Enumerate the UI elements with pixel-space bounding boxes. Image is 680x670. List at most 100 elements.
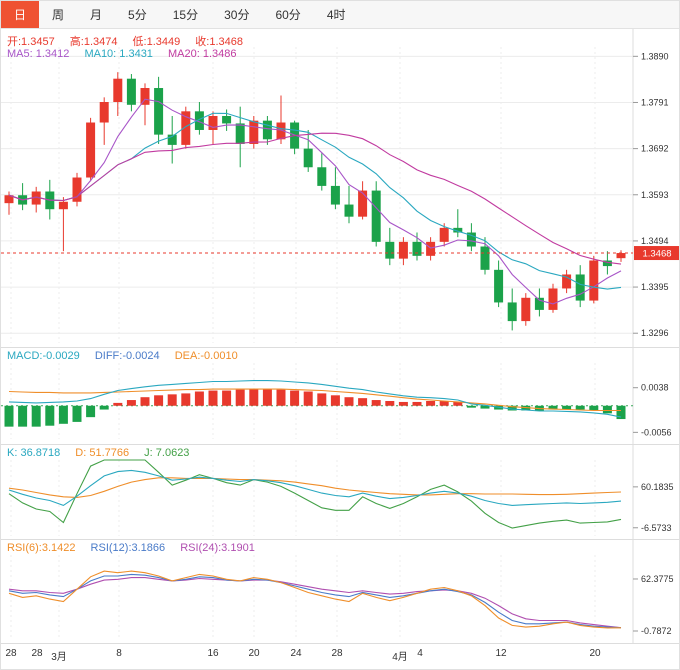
main-candlestick-panel: 1.3890 1.3791 1.3692 1.3593 1.3494 1.3395 1.32… [1, 29, 680, 347]
macd-histogram-bar [181, 393, 191, 406]
candle-body [303, 148, 313, 168]
candle-body [58, 201, 68, 210]
x-axis-label: 12 [495, 648, 507, 659]
y-axis-label: 0.0038 [641, 383, 669, 393]
j-value: J: 7.0623 [144, 447, 190, 459]
tab-60min[interactable]: 60分 [275, 8, 301, 22]
ma10-value: MA10: 1.3431 [84, 48, 153, 60]
rsi24-line [8, 577, 622, 629]
candle-body [113, 78, 123, 103]
y-axis-label: 1.3296 [641, 328, 669, 338]
macd-histogram-bar [86, 405, 96, 418]
candle-body [439, 227, 449, 242]
y-axis-label: -0.0056 [641, 427, 672, 437]
tab-monthly[interactable]: 月 [90, 8, 103, 22]
candle-body [249, 120, 259, 144]
candle-body [602, 260, 612, 267]
macd-chart-canvas[interactable]: 0.0038 -0.0056 [1, 347, 680, 444]
candle-body [412, 241, 422, 256]
last-price-label: 1.3468 [642, 249, 671, 260]
macd-histogram-bar [167, 394, 177, 406]
candle-body [534, 297, 544, 310]
rsi24-value: RSI(24):3.1901 [180, 542, 255, 554]
tab-weekly[interactable]: 周 [52, 8, 65, 22]
k-value: K: 36.8718 [7, 447, 61, 459]
x-axis-row: 28 28 3月 8 16 20 24 28 4月 4 12 20 [1, 643, 679, 669]
kdj-chart-canvas[interactable]: 60.1835 -6.5733 [1, 444, 680, 539]
kdj-header: K: 36.8718 D: 51.7766 J: 7.0623 [7, 447, 201, 459]
macd-value: MACD:-0.0029 [7, 350, 80, 362]
ohlc-row: 开:1.3457 高:1.3474 低:1.3449 收:1.3468 [7, 33, 255, 49]
tab-5min[interactable]: 5分 [128, 8, 147, 22]
macd-histogram-bar [616, 405, 626, 420]
candle-body [330, 185, 340, 205]
y-axis-label: 60.1835 [641, 482, 674, 492]
candle-body [398, 241, 408, 259]
ma5-value: MA5: 1.3412 [7, 48, 70, 60]
macd-histogram-bar [290, 390, 300, 406]
ohlc-close: 收:1.3468 [195, 36, 243, 48]
macd-histogram-bar [330, 395, 340, 406]
ma20-value: MA20: 1.3486 [168, 48, 237, 60]
ma5-line [8, 98, 622, 305]
rsi-chart-canvas[interactable]: 62.3775 -0.7872 [1, 539, 680, 643]
ma10-line [8, 112, 622, 290]
candle-body [480, 246, 490, 270]
d-line [8, 477, 622, 498]
y-axis-label: -6.5733 [641, 523, 672, 533]
macd-histogram-bar [426, 401, 436, 406]
candle-body [575, 274, 585, 301]
candle-body [72, 177, 82, 202]
macd-histogram-bar [262, 388, 272, 406]
candle-body [521, 297, 531, 322]
candle-body [181, 111, 191, 145]
candle-body [385, 241, 395, 259]
candle-body [562, 274, 572, 289]
candle-body [466, 232, 476, 247]
tab-4hour[interactable]: 4时 [326, 8, 346, 22]
macd-histogram-bar [154, 395, 164, 406]
main-chart-canvas[interactable]: 1.3890 1.3791 1.3692 1.3593 1.3494 1.3395 1.32… [1, 29, 680, 347]
candle-body [262, 120, 272, 140]
macd-histogram-bar [303, 391, 313, 406]
tab-15min[interactable]: 15分 [172, 8, 199, 22]
x-axis-label: 28 [331, 648, 343, 659]
candle-body [453, 227, 463, 233]
y-axis-label: 62.3775 [641, 574, 674, 584]
candle-body [4, 195, 14, 204]
y-axis-label: 1.3494 [641, 236, 669, 246]
x-axis-label: 8 [116, 648, 122, 659]
candle-body [589, 260, 599, 301]
rsi6-value: RSI(6):3.1422 [7, 542, 76, 554]
ohlc-high: 高:1.3474 [69, 36, 118, 48]
macd-histogram-bar [412, 401, 422, 406]
candle-body [31, 191, 41, 205]
macd-histogram-bar [344, 397, 354, 406]
d-value: D: 51.7766 [75, 447, 130, 459]
tab-30min[interactable]: 30分 [224, 8, 250, 22]
y-axis-label: 1.3395 [641, 282, 669, 292]
y-axis-label: 1.3890 [641, 51, 669, 61]
macd-histogram-bar [602, 405, 612, 414]
macd-histogram-bar [194, 391, 204, 406]
candle-body [317, 167, 327, 186]
x-axis-label: 3月 [51, 652, 67, 663]
candle-body [616, 253, 626, 259]
macd-histogram-bar [371, 400, 381, 406]
macd-histogram-bar [589, 405, 599, 411]
macd-histogram-bar [398, 401, 408, 406]
candle-body [222, 115, 232, 124]
candle-body [426, 241, 436, 256]
y-axis-label: 1.3593 [641, 190, 669, 200]
k-line [8, 469, 622, 507]
x-axis-label: 20 [589, 648, 601, 659]
tab-daily[interactable]: 日 [1, 1, 40, 28]
ohlc-low: 低:1.3449 [132, 36, 181, 48]
macd-histogram-bar [358, 398, 368, 406]
timeframe-tabbar: 日 周 月 5分 15分 30分 60分 4时 [1, 1, 679, 29]
macd-histogram-bar [18, 405, 28, 427]
macd-histogram-bar [72, 405, 82, 422]
macd-histogram-bar [208, 390, 218, 406]
kdj-panel: 60.1835 -6.5733 K: 36.8718 D: 51.7766 J: … [1, 444, 680, 539]
candle-body [276, 122, 286, 140]
